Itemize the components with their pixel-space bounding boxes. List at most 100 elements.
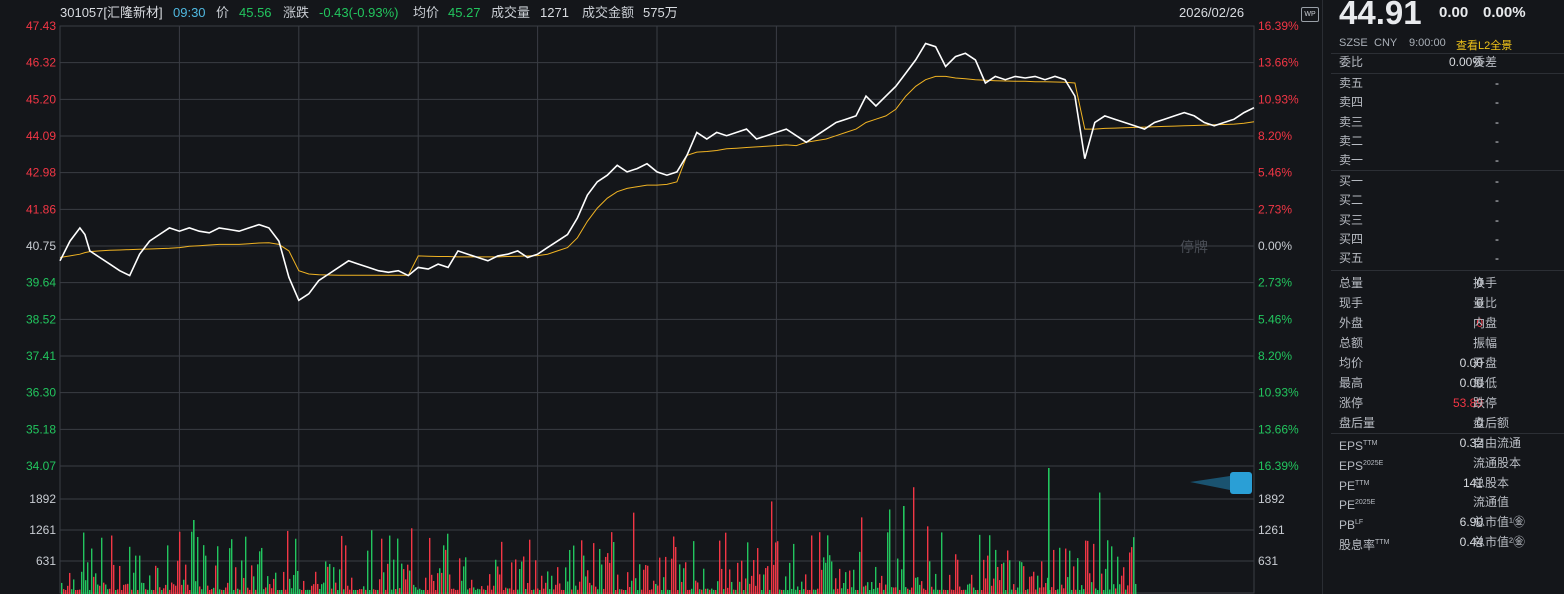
volume-bar <box>839 568 841 594</box>
ask-level-label: 卖二 <box>1339 133 1364 148</box>
volume-bar <box>689 589 691 594</box>
volume-bar <box>533 589 535 594</box>
fundamental-value: 6.90 <box>1459 515 1483 530</box>
volume-bar <box>651 589 653 594</box>
volume-bar <box>1075 589 1077 594</box>
volume-bar <box>303 580 305 594</box>
divider <box>1331 170 1564 171</box>
stat-label-2: 振幅 <box>1473 336 1498 350</box>
volume-bar <box>1135 583 1137 594</box>
volume-bar <box>1115 588 1117 594</box>
volume-bar <box>941 532 943 594</box>
quote-panel: 44.91 0.00 0.00% SZSE CNY 9:00:00 查看L2全景… <box>1322 0 1564 594</box>
volume-bar <box>349 589 351 594</box>
volume-bar <box>609 562 611 594</box>
volume-bar <box>143 583 145 594</box>
volume-bar <box>965 589 967 594</box>
volume-bar <box>113 564 115 594</box>
volume-bar <box>141 582 143 594</box>
volume-bar <box>379 579 381 594</box>
volume-bar <box>167 545 169 594</box>
volume-bar <box>181 584 183 594</box>
volume-bar <box>1055 589 1057 594</box>
volume-bar <box>677 589 679 594</box>
volume-bar <box>819 532 821 594</box>
volume-tick-label: 1892 <box>1258 492 1285 506</box>
volume-bar <box>233 589 235 594</box>
stat-row: 总量 0 换手 <box>1339 274 1564 293</box>
volume-bar <box>757 548 759 594</box>
volume-bar <box>135 555 137 594</box>
change-value: -0.43(-0.93%) <box>319 5 399 20</box>
volume-bar <box>633 512 635 594</box>
wp-icon[interactable]: WP <box>1301 7 1319 22</box>
volume-bar <box>831 561 833 594</box>
volume-bar <box>561 589 563 594</box>
volume-bar <box>847 588 849 594</box>
volume-bar <box>285 589 287 594</box>
price-tick-label: 36.30 <box>26 386 56 400</box>
volume-bar <box>205 555 207 594</box>
volume-bar <box>1129 552 1131 594</box>
volume-tick-label: 631 <box>36 554 56 568</box>
volume-bar <box>249 589 251 594</box>
volume-bar <box>749 583 751 594</box>
volume-bar <box>195 581 197 594</box>
volume-bar <box>89 589 91 594</box>
volume-bar <box>613 542 615 594</box>
volume-bar <box>1113 584 1115 594</box>
volume-bar <box>1089 573 1091 594</box>
volume-bar <box>559 583 561 594</box>
volume-bar <box>703 568 705 594</box>
fundamental-label: 股息率TTM <box>1339 533 1389 555</box>
volume-bar <box>187 584 189 594</box>
quote-change-pct: 0.00% <box>1483 4 1526 21</box>
pct-tick-label: 2.73% <box>1258 202 1292 216</box>
volume-bar <box>315 571 317 594</box>
volume-bar <box>615 590 617 594</box>
volume-bar <box>779 589 781 594</box>
volume-bar <box>305 589 307 594</box>
fundamental-row: PE2025E - 流通值 <box>1339 493 1564 512</box>
volume-bar <box>199 586 201 594</box>
volume-bar <box>75 589 77 594</box>
volume-bar <box>381 538 383 594</box>
order-diff-label: 委差 <box>1473 55 1498 69</box>
volume-bar <box>341 535 343 594</box>
volume-bar <box>901 569 903 594</box>
volume-bar <box>951 589 953 594</box>
volume-bar <box>977 589 979 594</box>
volume-bar <box>503 589 505 594</box>
volume-bar <box>531 589 533 594</box>
volume-bar <box>1053 549 1055 594</box>
volume-bar <box>459 558 461 594</box>
volume-bar <box>1099 492 1101 594</box>
volume-bar <box>805 574 807 594</box>
volume-bar <box>145 589 147 594</box>
fundamental-label-sup: 2025E <box>1355 499 1376 507</box>
fundamental-label: EPSTTM <box>1339 434 1377 456</box>
fundamental-label-2: 自由流通 <box>1473 436 1522 450</box>
volume-bar <box>745 578 747 594</box>
volume-bar <box>791 588 793 594</box>
volume-bar <box>171 582 173 594</box>
volume-bar <box>229 548 231 594</box>
volume-bar <box>989 535 991 594</box>
volume-bar <box>467 589 469 594</box>
volume-bar <box>845 572 847 594</box>
volume-bar <box>279 590 281 594</box>
volume-bar <box>789 562 791 594</box>
l2-panorama-link[interactable]: 查看L2全景 <box>1456 40 1513 52</box>
intraday-chart-area[interactable]: 301057[汇隆新材] 09:30 价 45.56 涨跌 -0.43(-0.9… <box>0 0 1322 594</box>
volume-bar <box>509 588 511 594</box>
fundamental-label-text: 股息率 <box>1339 538 1376 552</box>
volume-bar <box>319 588 321 594</box>
volume-bar <box>521 561 523 594</box>
currency-label: CNY <box>1374 37 1398 49</box>
volume-bar <box>293 574 295 594</box>
volume-bar <box>353 589 355 594</box>
volume-tick-label: 1261 <box>1258 523 1285 537</box>
volume-bar <box>297 571 299 594</box>
price-value: 45.56 <box>239 5 272 20</box>
fundamental-value: - <box>1479 455 1483 470</box>
